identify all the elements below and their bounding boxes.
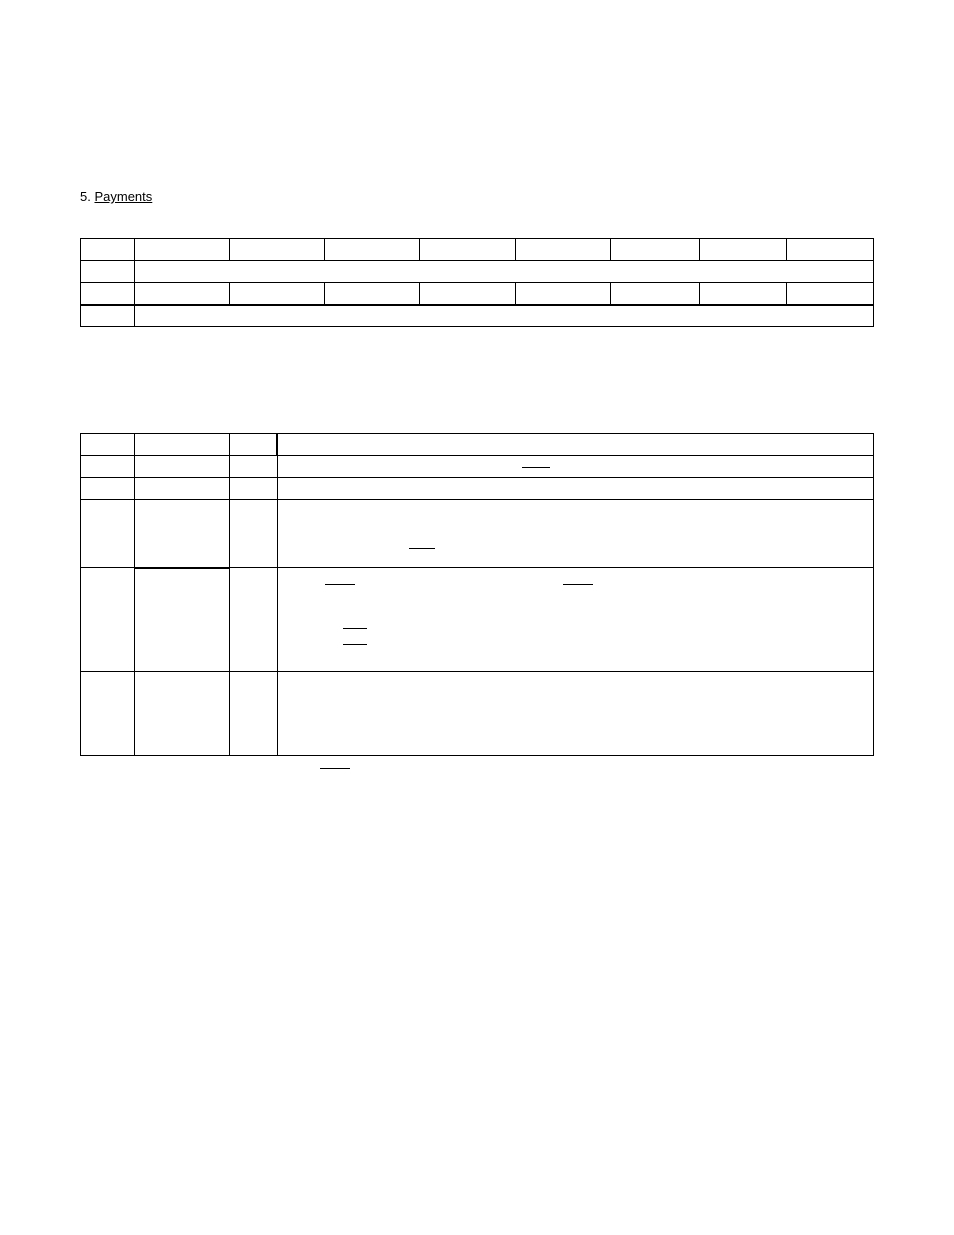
table-cell [699,283,786,305]
underline-segment [320,768,350,769]
table-cell [420,283,515,305]
table-cell [277,568,873,672]
table-cell [277,434,873,456]
table-cell [786,239,873,261]
table-cell [81,500,135,568]
table-cell [230,239,325,261]
section-5-number: 5. [80,189,94,204]
table-cell [420,239,515,261]
table-cell [134,478,229,500]
table-cell [134,456,229,478]
table-cell [325,283,420,305]
table-cell [699,239,786,261]
underline-segment [563,584,593,585]
page-root: 5. Payments [0,0,954,1235]
section-5-title: Payments [94,189,152,204]
table-cell [230,283,325,305]
underline-segment [522,467,550,468]
table-cell [134,239,229,261]
section-6-table [80,433,874,756]
table-cell [277,500,873,568]
table-cell [81,456,135,478]
underline-segment [343,644,367,645]
table-cell [230,434,278,456]
table-cell [134,283,229,305]
table-cell [134,305,873,327]
table-cell [134,500,229,568]
table-cell [81,239,135,261]
table-cell [81,568,135,672]
underline-segment [325,584,355,585]
table-cell [230,568,278,672]
table-cell [515,283,610,305]
table-cell [230,672,278,756]
table-cell [134,434,229,456]
table-cell [81,283,135,305]
table-cell [134,568,229,672]
table-cell [610,283,699,305]
table-cell [325,239,420,261]
table-cell [277,478,873,500]
table-cell [134,261,873,283]
underline-segment [343,628,367,629]
table-cell [81,672,135,756]
table-cell [81,305,135,327]
table-cell [81,261,135,283]
table-cell [134,672,229,756]
section-5-table [80,238,874,327]
table-cell [277,456,873,478]
table-cell [230,456,278,478]
underline-segment [409,548,435,549]
table-cell [230,478,278,500]
table-cell [515,239,610,261]
table-cell [81,434,135,456]
table-cell [81,478,135,500]
table-cell [277,672,873,756]
section-5-heading-wrap: 5. Payments [80,188,874,206]
paragraph-underline [80,756,874,757]
table-cell [230,500,278,568]
table-cell [786,283,873,305]
table-cell [610,239,699,261]
